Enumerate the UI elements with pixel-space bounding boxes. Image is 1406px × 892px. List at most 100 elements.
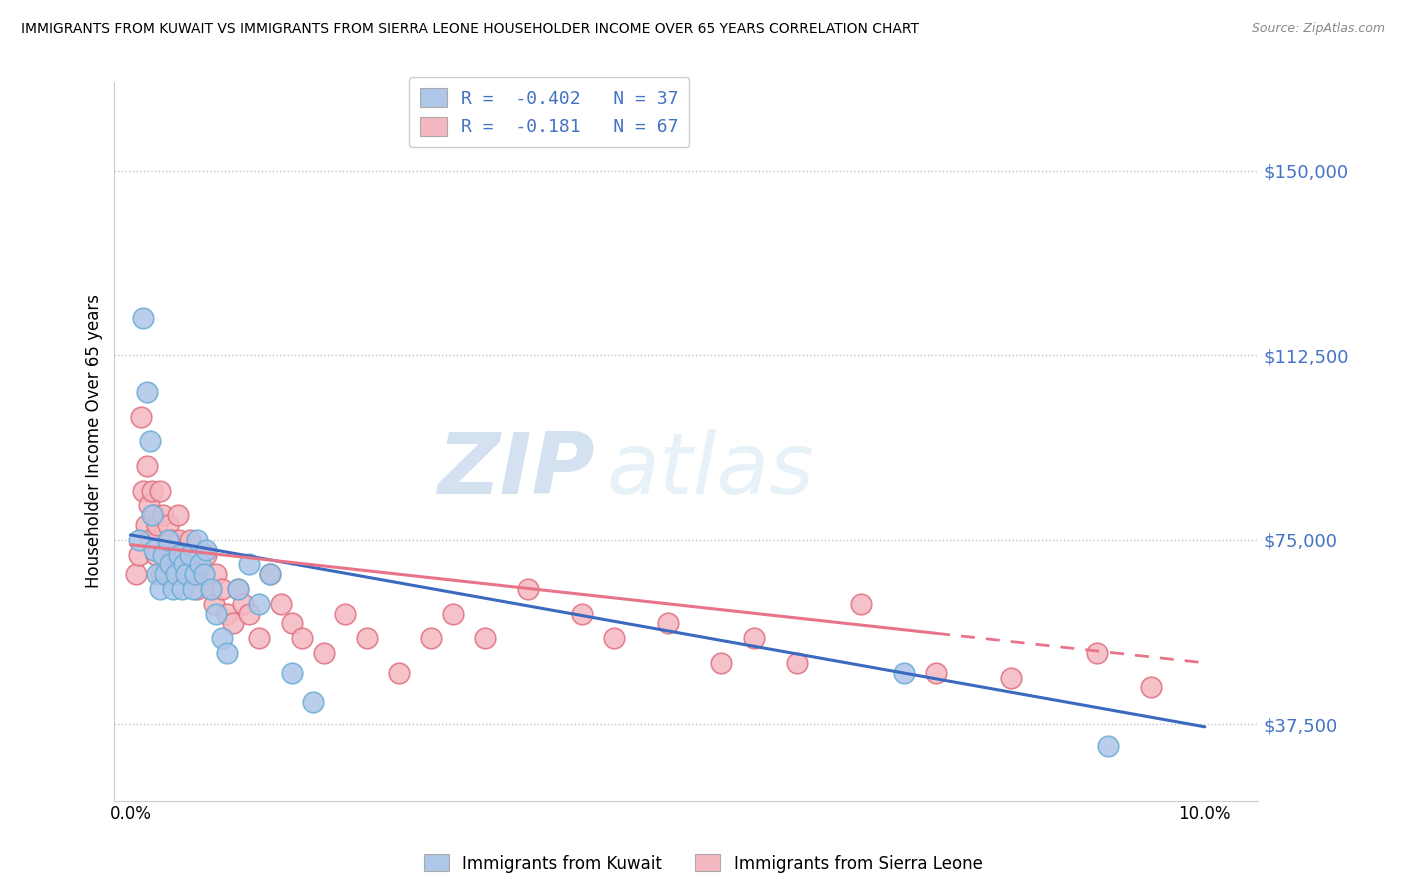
Point [200,582,222,596]
Point [167,548,190,562]
Point [226,582,249,596]
Point [388,665,411,680]
Point [259,567,281,582]
Point [159,558,181,572]
Point [176,567,198,582]
Point [135,518,157,533]
Point [232,597,254,611]
Point [153,548,176,562]
Point [139,533,162,547]
Point [157,518,180,533]
Point [193,567,215,582]
Point [165,548,187,562]
Point [517,582,540,596]
Point [139,434,162,449]
Point [153,567,176,582]
Point [162,567,184,582]
Point [1085,646,1108,660]
Point [211,582,233,596]
Legend: Immigrants from Kuwait, Immigrants from Sierra Leone: Immigrants from Kuwait, Immigrants from … [418,847,988,880]
Point [603,631,626,645]
Point [217,646,239,660]
Point [143,542,166,557]
Point [893,665,915,680]
Point [742,631,765,645]
Point [205,607,228,621]
Point [146,567,169,582]
Point [184,567,207,582]
Point [172,582,194,596]
Point [205,567,228,582]
Point [179,533,201,547]
Point [125,567,148,582]
Point [441,607,464,621]
Point [159,558,181,572]
Point [710,656,733,670]
Point [186,533,208,547]
Point [280,616,302,631]
Point [193,567,215,582]
Point [657,616,679,631]
Point [420,631,443,645]
Point [155,567,177,582]
Point [135,458,157,473]
Point [200,582,222,596]
Point [132,483,155,498]
Point [179,548,201,562]
Point [160,533,183,547]
Point [571,607,593,621]
Point [166,508,188,523]
Point [143,508,166,523]
Point [173,558,195,572]
Text: Source: ZipAtlas.com: Source: ZipAtlas.com [1251,22,1385,36]
Point [129,409,152,424]
Point [1097,739,1119,754]
Point [1000,671,1022,685]
Point [291,631,314,645]
Point [211,631,233,645]
Point [217,607,239,621]
Point [238,558,260,572]
Point [148,582,170,596]
Point [170,558,193,572]
Point [167,533,190,547]
Text: ZIP: ZIP [437,429,595,512]
Point [238,607,260,621]
Point [181,582,204,596]
Point [173,548,195,562]
Point [270,597,292,611]
Point [474,631,496,645]
Point [152,548,174,562]
Point [128,533,150,547]
Point [135,385,157,400]
Point [249,631,271,645]
Text: IMMIGRANTS FROM KUWAIT VS IMMIGRANTS FROM SIERRA LEONE HOUSEHOLDER INCOME OVER 6: IMMIGRANTS FROM KUWAIT VS IMMIGRANTS FRO… [21,22,920,37]
Legend: R =  -0.402   N = 37, R =  -0.181   N = 67: R = -0.402 N = 37, R = -0.181 N = 67 [409,77,689,147]
Point [188,558,211,572]
Point [1140,681,1163,695]
Point [786,656,808,670]
Point [128,548,150,562]
Point [141,483,163,498]
Point [149,567,172,582]
Point [186,582,208,596]
Point [132,311,155,326]
Point [249,597,271,611]
Point [188,548,211,562]
Point [181,548,204,562]
Point [146,518,169,533]
Point [184,567,207,582]
Point [194,542,217,557]
Point [152,508,174,523]
Point [221,616,243,631]
Point [148,483,170,498]
Point [925,665,948,680]
Point [259,567,281,582]
Point [312,646,335,660]
Point [194,548,217,562]
Point [226,582,249,596]
Point [280,665,302,680]
Point [356,631,378,645]
Point [162,582,184,596]
Text: atlas: atlas [606,429,814,512]
